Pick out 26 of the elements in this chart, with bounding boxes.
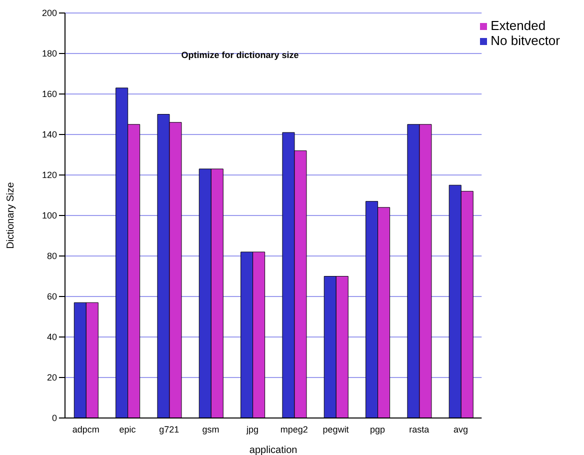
- y-tick-label: 100: [42, 210, 57, 221]
- text: Optimize for dictionary size: [180, 50, 300, 60]
- y-axis-title: Dictionary Size: [6, 182, 17, 249]
- legend-label: Extended: [490, 18, 546, 33]
- x-tick-label: jpg: [245, 424, 258, 434]
- y-tick-label: 20: [46, 372, 57, 383]
- x-tick-label: pgp: [370, 424, 385, 434]
- x-tick-label: mpeg2: [280, 424, 308, 434]
- x-tick-label: epic: [119, 424, 136, 434]
- y-tick-label: 180: [42, 48, 57, 59]
- y-tick-label: 80: [46, 251, 57, 262]
- y-tick-label: 160: [42, 89, 57, 100]
- legend-label: No bitvector: [490, 33, 560, 48]
- x-tick-label: g721: [159, 424, 180, 434]
- x-tick-label: adpcm: [72, 424, 100, 434]
- y-tick-label: 200: [42, 8, 57, 18]
- x-tick-label: rasta: [409, 424, 430, 434]
- y-tick-label: 0: [52, 413, 57, 424]
- x-tick-label: pegwit: [322, 424, 350, 434]
- y-tick-label: 140: [42, 130, 57, 140]
- y-tick-label: 60: [46, 292, 57, 302]
- y-tick-label: 40: [46, 332, 57, 342]
- x-tick-label: avg: [454, 424, 468, 434]
- x-axis-title: application: [249, 445, 298, 455]
- y-tick-label: 120: [42, 170, 57, 180]
- x-tick-label: gsm: [202, 424, 220, 434]
